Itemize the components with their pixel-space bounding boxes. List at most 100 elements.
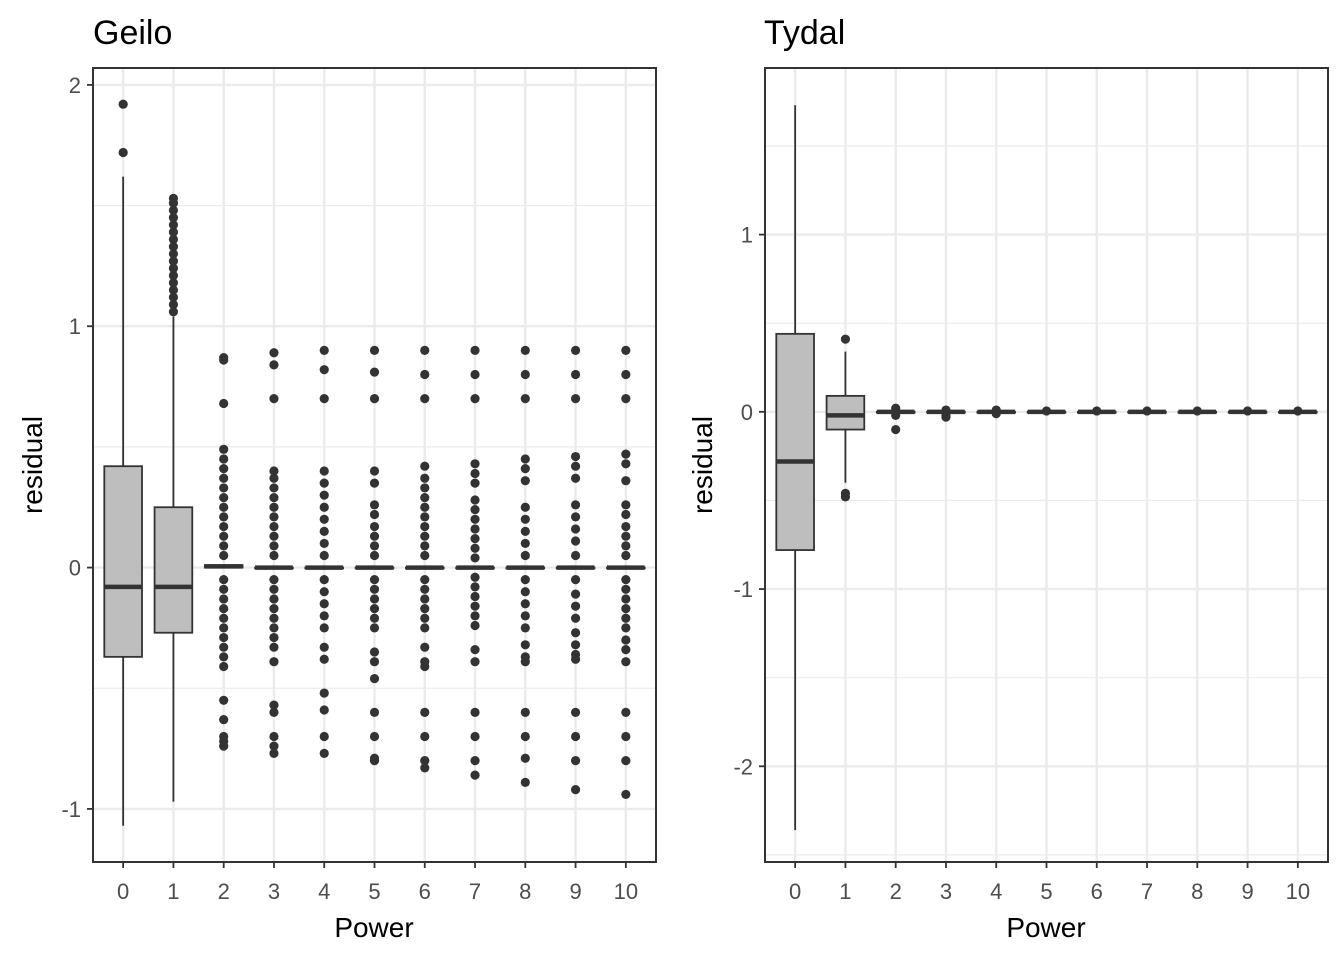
outlier-point-geilo-7: [470, 543, 480, 553]
outlier-point-geilo-6: [420, 521, 430, 532]
x-tick-label-tydal: 6: [1091, 879, 1103, 904]
outlier-point-tydal-2: [891, 410, 901, 420]
box-tydal-0: [775, 105, 815, 831]
x-tick-label-geilo: 4: [318, 879, 330, 904]
panel-geilo: -1 0 1 2 0 1 2 3 4 5 6 7 8 9 10 Geilo Power residual: [17, 14, 657, 943]
outlier-point-tydal-5: [1041, 406, 1052, 416]
outlier-point-geilo-3: [269, 483, 279, 493]
outlier-point-geilo-1: [168, 299, 179, 310]
outlier-point-geilo-2: [219, 541, 229, 551]
outlier-point-geilo-10: [621, 635, 631, 645]
x-tick-label-geilo: 10: [614, 879, 638, 904]
outlier-point-geilo-7: [470, 345, 480, 355]
outlier-point-tydal-9: [1242, 406, 1253, 416]
box-body-geilo-1: [153, 506, 194, 634]
outlier-point-geilo-6: [420, 483, 430, 493]
outlier-point-geilo-9: [570, 461, 581, 471]
outlier-point-geilo-6: [420, 623, 430, 633]
outlier-point-geilo-5: [369, 623, 380, 633]
outlier-point-geilo-4: [319, 514, 329, 524]
outlier-point-geilo-10: [621, 369, 631, 380]
chart-title-geilo: Geilo: [93, 14, 172, 52]
outlier-point-geilo-8: [520, 454, 530, 464]
outlier-point-geilo-8: [520, 731, 530, 742]
outlier-point-geilo-8: [520, 550, 530, 561]
outlier-point-geilo-2: [219, 454, 229, 464]
outlier-point-geilo-3: [269, 603, 279, 614]
outlier-point-geilo-3: [269, 642, 279, 652]
outlier-point-geilo-8: [520, 538, 530, 549]
box-geilo-5: [354, 345, 395, 766]
outlier-point-geilo-1: [168, 220, 179, 230]
outlier-point-geilo-4: [319, 365, 329, 375]
outlier-point-geilo-6: [420, 512, 430, 522]
outlier-point-geilo-5: [369, 509, 380, 520]
outlier-point-geilo-5: [369, 657, 380, 667]
outlier-point-geilo-2: [219, 632, 229, 643]
outlier-point-geilo-8: [520, 514, 530, 524]
outlier-point-geilo-6: [420, 394, 430, 404]
outlier-point-geilo-9: [570, 369, 581, 380]
outlier-point-geilo-8: [520, 587, 530, 597]
outlier-point-geilo-3: [269, 623, 279, 633]
outlier-point-geilo-10: [621, 584, 631, 594]
outlier-point-geilo-8: [520, 526, 530, 536]
x-tick-label-geilo: 3: [268, 879, 280, 904]
chart-title-tydal: Tydal: [764, 14, 845, 52]
outlier-point-geilo-7: [470, 707, 480, 717]
outlier-point-geilo-4: [319, 526, 329, 536]
outlier-point-geilo-10: [621, 603, 631, 614]
outlier-point-geilo-8: [520, 640, 530, 650]
outlier-point-geilo-5: [369, 550, 380, 561]
outlier-point-geilo-5: [369, 466, 380, 476]
y-tick-label-tydal: -1: [733, 577, 753, 602]
outlier-point-geilo-10: [621, 500, 631, 510]
box-geilo-7: [455, 345, 495, 780]
outlier-point-geilo-7: [470, 505, 480, 515]
outlier-point-geilo-4: [319, 538, 329, 549]
outlier-point-geilo-6: [420, 763, 430, 773]
outlier-point-geilo-6: [420, 502, 430, 512]
outlier-point-geilo-2: [219, 695, 229, 705]
outlier-point-geilo-9: [570, 731, 581, 742]
outlier-point-geilo-9: [570, 512, 581, 522]
outlier-point-geilo-10: [621, 575, 631, 585]
x-tick-label-tydal: 1: [839, 879, 851, 904]
outlier-point-geilo-9: [570, 550, 581, 561]
outlier-point-geilo-10: [621, 476, 631, 486]
outlier-point-geilo-8: [520, 394, 530, 404]
x-axis-title-geilo: Power: [334, 912, 413, 943]
y-axis-title-geilo: residual: [17, 416, 48, 514]
outlier-point-geilo-5: [369, 521, 380, 532]
outlier-point-geilo-9: [570, 756, 581, 766]
outlier-point-geilo-10: [621, 707, 631, 717]
outlier-point-geilo-6: [420, 756, 430, 766]
outlier-point-geilo-1: [168, 307, 179, 317]
outlier-point-geilo-4: [319, 688, 329, 698]
outlier-point-geilo-1: [168, 256, 179, 266]
outlier-point-geilo-2: [219, 521, 229, 532]
outlier-point-geilo-6: [420, 584, 430, 594]
outlier-point-geilo-2: [219, 492, 229, 503]
outlier-point-geilo-3: [269, 550, 279, 561]
outlier-point-geilo-3: [269, 731, 279, 742]
outlier-point-geilo-4: [319, 490, 329, 500]
outlier-point-geilo-9: [570, 394, 581, 404]
outlier-point-geilo-0: [118, 99, 128, 109]
outlier-point-geilo-5: [369, 594, 380, 604]
outlier-point-geilo-7: [470, 731, 480, 742]
outlier-point-geilo-3: [269, 521, 279, 532]
outlier-point-geilo-6: [420, 492, 430, 503]
outlier-point-geilo-8: [520, 575, 530, 585]
outlier-point-geilo-2: [219, 550, 229, 561]
outlier-point-geilo-2: [219, 715, 229, 725]
outlier-point-geilo-3: [269, 707, 279, 717]
y-tick-label-geilo: -1: [61, 797, 81, 822]
outlier-point-geilo-3: [269, 594, 279, 604]
outlier-point-geilo-2: [219, 642, 229, 652]
outlier-point-geilo-2: [219, 464, 229, 474]
y-tick-label-geilo: 1: [69, 314, 81, 339]
outlier-point-geilo-6: [420, 345, 430, 355]
outlier-point-geilo-5: [369, 531, 380, 541]
outlier-point-geilo-5: [369, 345, 380, 355]
